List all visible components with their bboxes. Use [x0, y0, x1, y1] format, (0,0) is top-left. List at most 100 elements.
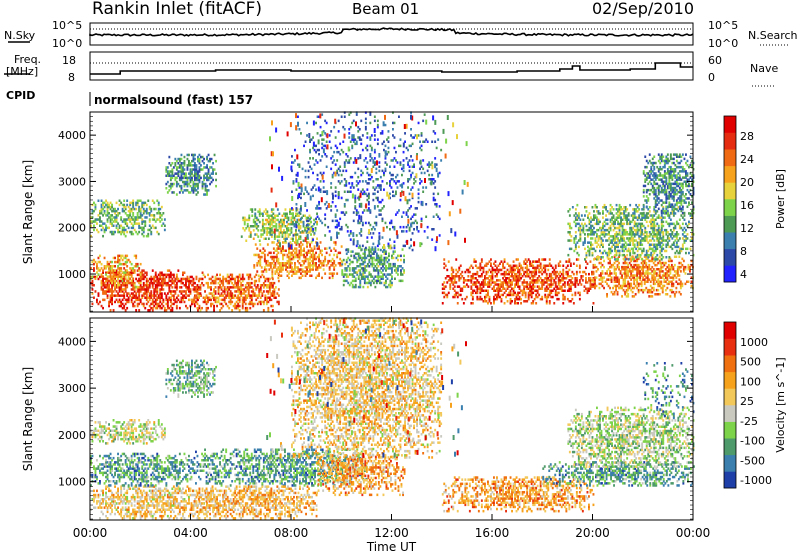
power-cell [473, 277, 476, 280]
power-cell [138, 290, 141, 293]
power-cell [382, 273, 384, 276]
power-cell [207, 281, 209, 285]
power-cell [246, 225, 249, 228]
power-cell [488, 260, 491, 263]
power-cell [124, 273, 127, 276]
power-cell [673, 295, 676, 298]
power-cell [262, 300, 265, 304]
power-cell [298, 225, 300, 228]
power-cell [592, 277, 595, 280]
power-cell [524, 281, 527, 284]
power-cell [300, 132, 302, 135]
power-cell [312, 186, 314, 189]
power-cell [602, 226, 604, 230]
power-cell [574, 245, 577, 249]
power-cell [394, 265, 396, 268]
power-cell [268, 290, 271, 293]
power-cell [591, 251, 594, 255]
power-cell [210, 277, 212, 281]
power-cell [407, 161, 409, 164]
power-cell [530, 272, 533, 276]
power-cell [237, 302, 240, 306]
power-cell [402, 159, 405, 162]
power-cell [645, 255, 648, 258]
power-cell [568, 247, 571, 251]
power-cell [124, 281, 127, 285]
power-cell [310, 253, 313, 257]
power-cell [207, 273, 209, 277]
power-cell [627, 280, 630, 283]
power-cell [229, 279, 232, 283]
power-cell [615, 251, 618, 255]
power-cell [395, 175, 397, 179]
power-cell [628, 286, 631, 290]
power-cell [527, 258, 530, 261]
power-cell [462, 281, 465, 284]
power-cell [276, 208, 279, 211]
power-cell [585, 228, 588, 232]
power-cell [151, 286, 154, 289]
power-cell [375, 269, 378, 272]
power-cell [294, 264, 296, 267]
power-cell [306, 243, 308, 246]
power-cell [281, 214, 284, 217]
power-cell [672, 265, 675, 269]
power-cell [618, 282, 620, 286]
power-cell [669, 268, 672, 271]
power-cell [333, 272, 336, 275]
power-cell [123, 275, 126, 279]
power-cell [623, 237, 626, 240]
power-cell [96, 267, 98, 270]
power-cell [541, 285, 544, 288]
power-cell [333, 247, 336, 250]
power-cell [391, 267, 393, 270]
power-cell [145, 284, 148, 287]
power-cell [388, 246, 390, 249]
power-cell [99, 300, 101, 304]
power-cell [633, 212, 636, 215]
power-cell [373, 207, 376, 210]
power-cell [544, 268, 547, 272]
power-cell [524, 295, 527, 299]
power-cell [465, 283, 468, 286]
power-cell [667, 268, 670, 271]
power-cell [480, 283, 483, 286]
power-cell [175, 304, 178, 308]
power-cell [679, 261, 682, 265]
power-cell [608, 212, 610, 215]
power-cell [344, 267, 347, 270]
power-cell [295, 212, 297, 215]
power-cell [408, 207, 411, 210]
power-cell [243, 216, 246, 220]
power-cell [300, 247, 302, 250]
power-cell [363, 279, 366, 283]
power-cell [273, 214, 276, 217]
power-cell [268, 262, 271, 265]
power-cell [450, 268, 453, 272]
power-cell [626, 216, 629, 219]
power-cell [321, 253, 323, 257]
power-cell [630, 233, 633, 236]
power-cell [297, 196, 299, 200]
power-cell [325, 207, 328, 210]
power-cell [614, 220, 616, 224]
power-cell [166, 284, 169, 287]
power-cell [115, 260, 118, 264]
power-cell [580, 228, 583, 232]
power-cell [168, 279, 171, 283]
power-cell [145, 279, 148, 283]
power-cell [641, 258, 644, 261]
power-cell [638, 216, 641, 219]
power-cell [229, 294, 232, 297]
power-cell [312, 266, 314, 269]
power-cell [364, 192, 367, 196]
power-cell [372, 248, 375, 251]
power-cell [484, 279, 486, 282]
power-cell [228, 288, 231, 291]
power-cell [609, 224, 612, 228]
power-cell [413, 136, 415, 139]
power-cell [576, 214, 579, 217]
power-cell [315, 188, 317, 191]
power-cell [514, 279, 516, 282]
power-cell [150, 290, 153, 293]
